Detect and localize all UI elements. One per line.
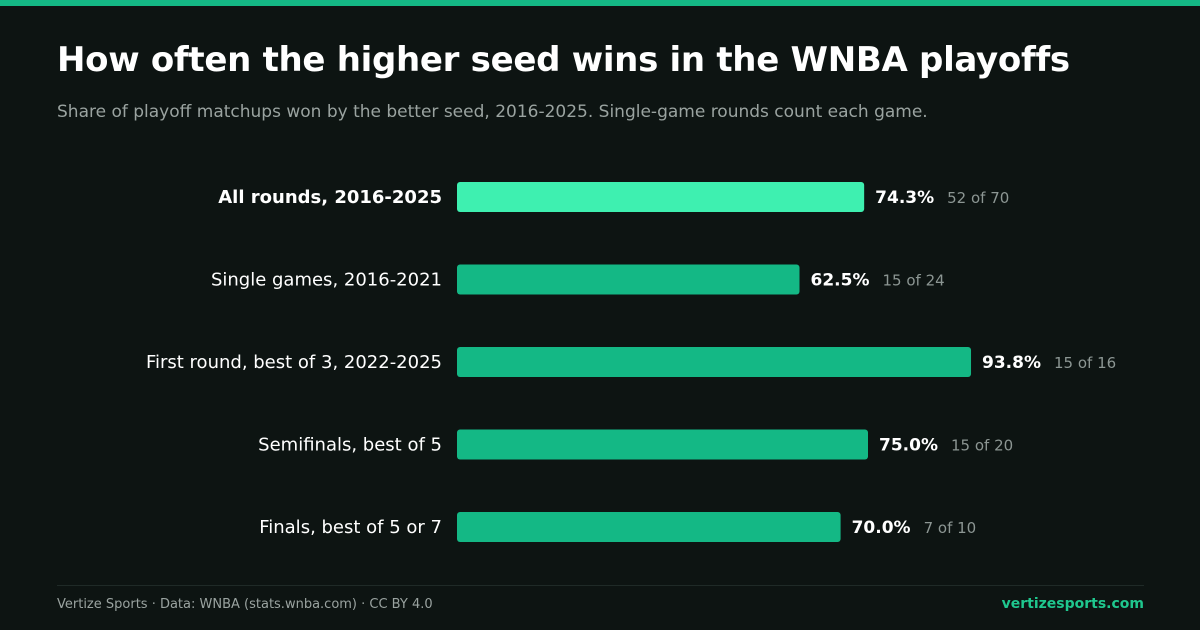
category-label: All rounds, 2016-2025: [218, 187, 442, 208]
value-label: 74.3%: [875, 188, 934, 208]
value-label: 93.8%: [982, 353, 1041, 373]
footer-divider: [57, 585, 1144, 586]
category-label: Finals, best of 5 or 7: [259, 517, 442, 538]
category-label: Single games, 2016-2021: [211, 270, 442, 291]
count-label: 15 of 20: [951, 437, 1013, 455]
top-accent-strip: [0, 0, 1200, 6]
category-label: First round, best of 3, 2022-2025: [146, 352, 442, 373]
count-label: 15 of 16: [1054, 354, 1116, 372]
category-label: Semifinals, best of 5: [258, 435, 442, 456]
bar: [457, 429, 868, 460]
bar: [457, 264, 800, 295]
footer-site-link[interactable]: vertizesports.com: [1001, 596, 1144, 612]
value-label: 62.5%: [811, 271, 870, 291]
footer-source: Vertize Sports · Data: WNBA (stats.wnba.…: [57, 597, 433, 612]
chart-title: How often the higher seed wins in the WN…: [57, 40, 1070, 80]
count-label: 7 of 10: [924, 519, 977, 537]
count-label: 52 of 70: [947, 189, 1009, 207]
value-label: 75.0%: [879, 436, 938, 456]
count-label: 15 of 24: [882, 272, 944, 290]
bar: [457, 347, 972, 377]
bar: [457, 512, 841, 542]
value-label: 70.0%: [852, 518, 911, 538]
bar: [457, 182, 865, 212]
chart-subtitle: Share of playoff matchups won by the bet…: [57, 102, 928, 122]
